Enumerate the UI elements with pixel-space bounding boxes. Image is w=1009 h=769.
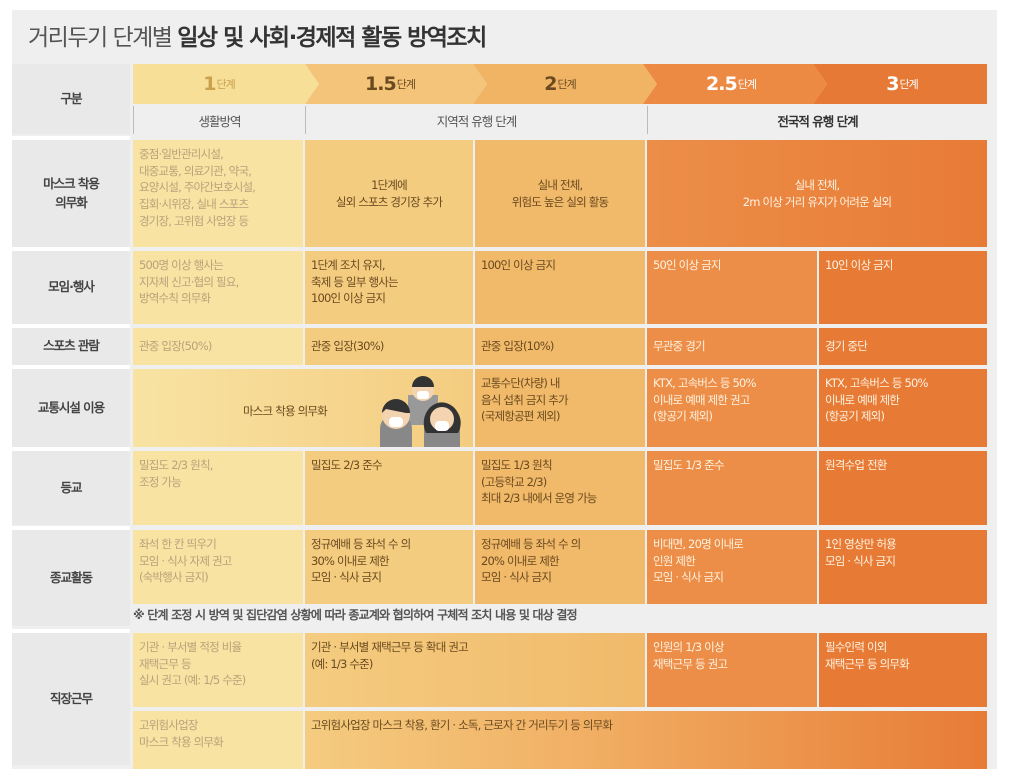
- masked-people-icon: [380, 376, 461, 447]
- school-stage3: 원격수업 전환: [819, 451, 987, 525]
- transport-stage25: KTX, 고속버스 등 50% 이내로 예매 제한 권고 (항공기 제외): [647, 369, 817, 447]
- school-stage25: 밀집도 1/3 준수: [647, 451, 817, 525]
- row-label-gathering: 모임·행사: [12, 251, 130, 324]
- stage-1: 1 단계: [203, 73, 235, 95]
- page-title: 거리두기 단계별 일상 및 사회·경제적 활동 방역조치: [28, 25, 487, 51]
- header-label: 구분: [12, 64, 130, 134]
- sports-stage1: 관중 입장(50%): [133, 328, 303, 365]
- mask-stage1: 중점·일반관리시설, 대중교통, 의료기관, 약국, 요양시설, 주야간보호시설…: [133, 140, 303, 247]
- row-label-sports: 스포츠 관람: [12, 328, 130, 365]
- school-stage15: 밀집도 2/3 준수: [305, 451, 473, 525]
- separator: [12, 526, 130, 530]
- separator: [12, 247, 130, 251]
- religion-stage2: 정규예배 등 좌석 수 의 20% 이내로 제한 모임 · 식사 금지: [475, 530, 645, 604]
- separator: [12, 447, 130, 451]
- gathering-stage3: 10인 이상 금지: [819, 251, 987, 324]
- religion-stage3: 1인 영상만 허용 모임 · 식사 금지: [819, 530, 987, 604]
- transport-stage1-15: 마스크 착용 의무화: [133, 369, 473, 447]
- row-label-transport: 교통시설 이용: [12, 369, 130, 447]
- transport-mask-text: 마스크 착용 의무화: [243, 404, 328, 418]
- stage-2-arrow: [473, 64, 657, 104]
- row-label-religion: 종교활동: [12, 530, 130, 626]
- mask-stage15: 1단계에 실외 스포츠 경기장 추가: [305, 140, 473, 247]
- work-stage25: 인원의 1/3 이상 재택근무 등 권고: [647, 633, 817, 707]
- row-label-mask: 마스크 착용 의무화: [12, 140, 130, 247]
- stage-3-arrow: [813, 64, 987, 104]
- transport-stage2: 교통수단(차량) 내 음식 섭취 금지 추가 (국제항공편 제외): [475, 369, 645, 447]
- stage-1-arrow: [133, 64, 319, 104]
- row-label-work: 직장근무: [12, 633, 130, 765]
- work-stage3: 필수인력 이외 재택근무 등 의무화: [819, 633, 987, 707]
- stage-25: 2.5 단계: [706, 73, 757, 95]
- work-stage1: 기관 · 부서별 적정 비율 재택근무 등 실시 권고 (예: 1/5 수준): [133, 633, 303, 707]
- school-stage1: 밀집도 2/3 원칙, 조정 가능: [133, 451, 303, 525]
- religion-stage1: 좌석 한 칸 띄우기 모임 · 식사 자제 권고 (숙박행사 금지): [133, 530, 303, 604]
- separator: [12, 136, 130, 140]
- school-stage2: 밀집도 1/3 원칙 (고등학교 2/3) 최대 2/3 내에서 운영 가능: [475, 451, 645, 525]
- stage-15-arrow: [305, 64, 487, 104]
- stage-arrow-bar: [133, 64, 987, 104]
- gathering-stage2: 100인 이상 금지: [475, 251, 645, 324]
- phase-daily: 생활방역: [133, 106, 305, 134]
- work-stage15-2: 기관 · 부서별 재택근무 등 확대 권고 (예: 1/3 수준): [305, 633, 645, 707]
- sports-stage3: 경기 중단: [819, 328, 987, 365]
- gathering-stage15: 1단계 조치 유지, 축제 등 일부 행사는 100인 이상 금지: [305, 251, 473, 324]
- transport-stage3: KTX, 고속버스 등 50% 이내로 예매 제한 (항공기 제외): [819, 369, 987, 447]
- mask-stage25-3: 실내 전체, 2m 이상 거리 유지가 어려운 실외: [647, 140, 987, 247]
- stage-3: 3 단계: [886, 73, 918, 95]
- sports-stage15: 관중 입장(30%): [305, 328, 473, 365]
- highrisk-stage1: 고위험사업장 마스크 착용 의무화: [133, 711, 303, 769]
- sports-stage25: 무관중 경기: [647, 328, 817, 365]
- separator: [12, 629, 130, 633]
- stage-25-arrow: [643, 64, 827, 104]
- sports-stage2: 관중 입장(10%): [475, 328, 645, 365]
- religion-note: ※ 단계 조정 시 방역 및 집단감염 상황에 따라 종교계와 협의하여 구체적…: [133, 608, 578, 622]
- phase-regional: 지역적 유행 단계: [305, 106, 647, 134]
- phase-national: 전국적 유행 단계: [647, 106, 987, 134]
- religion-stage25: 비대면, 20명 이내로 인원 제한 모임 · 식사 금지: [647, 530, 817, 604]
- separator: [12, 324, 130, 328]
- gathering-stage25: 50인 이상 금지: [647, 251, 817, 324]
- stage-15: 1.5 단계: [365, 73, 416, 95]
- separator: [12, 365, 130, 369]
- gathering-stage1: 500명 이상 행사는 지자체 신고·협의 필요, 방역수칙 의무화: [133, 251, 303, 324]
- highrisk-stage15-3: 고위험사업장 마스크 착용, 환기 · 소독, 근로자 간 거리두기 등 의무화: [305, 711, 987, 769]
- row-label-school: 등교: [12, 451, 130, 525]
- mask-stage2: 실내 전체, 위험도 높은 실외 활동: [475, 140, 645, 247]
- stage-2: 2 단계: [544, 73, 576, 95]
- religion-stage15: 정규예배 등 좌석 수 의 30% 이내로 제한 모임 · 식사 금지: [305, 530, 473, 604]
